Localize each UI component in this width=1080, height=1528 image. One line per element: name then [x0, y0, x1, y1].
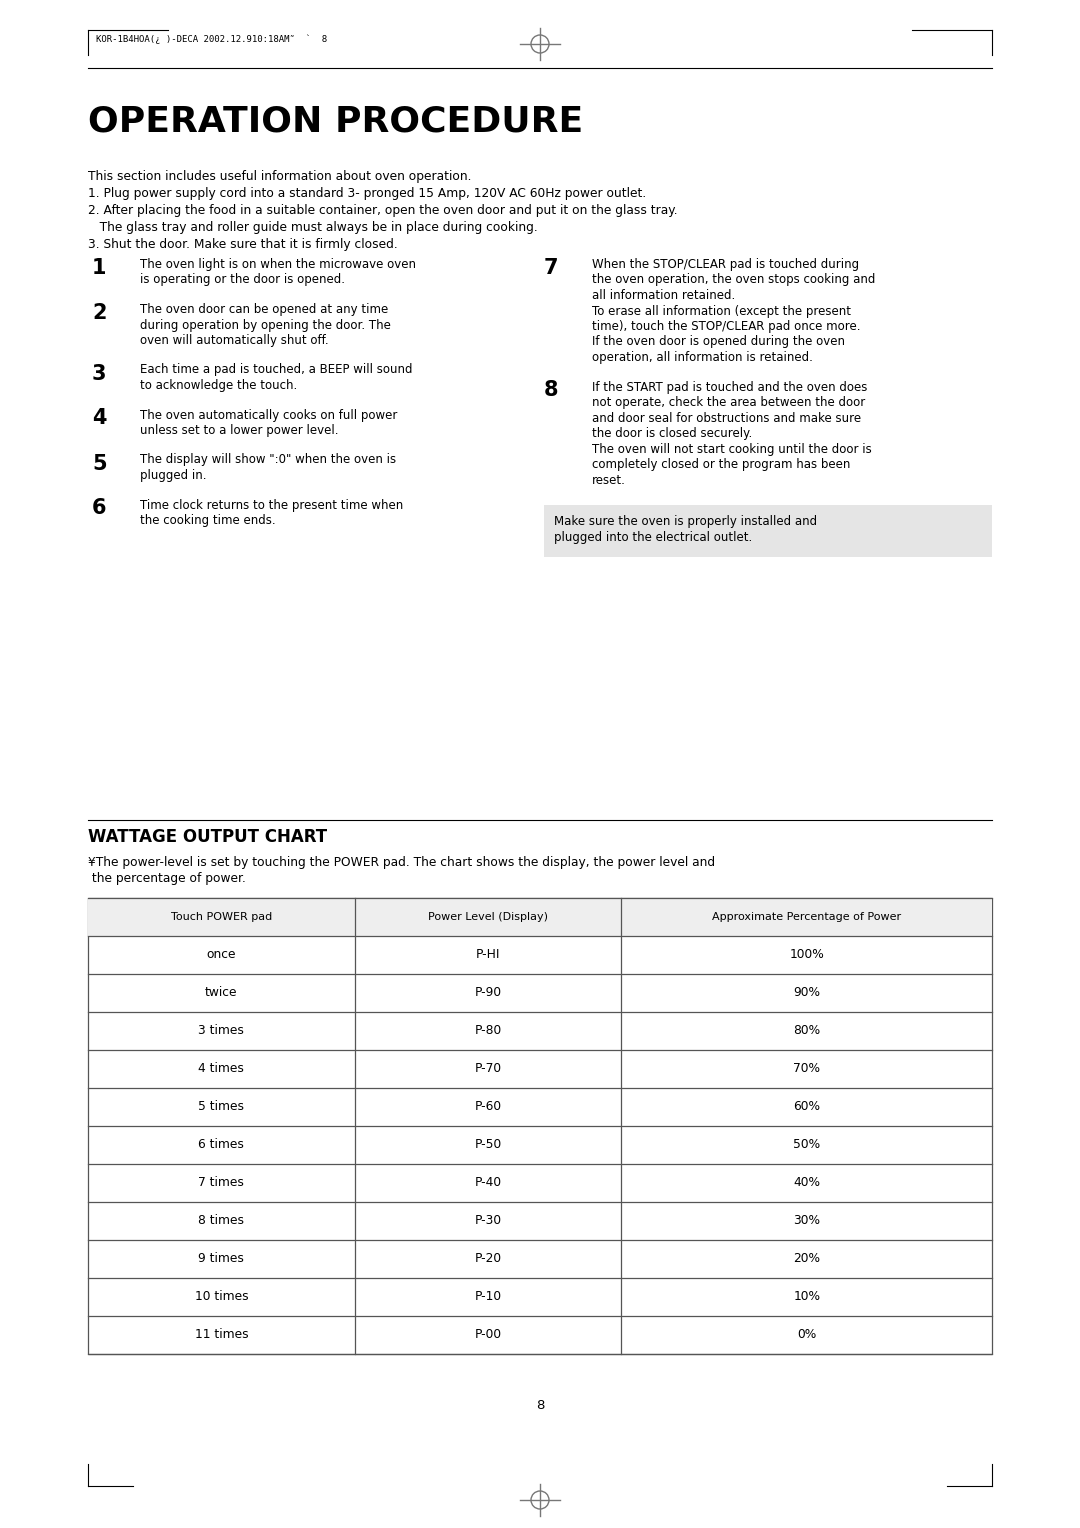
Text: not operate, check the area between the door: not operate, check the area between the … [592, 396, 865, 410]
Text: during operation by opening the door. The: during operation by opening the door. Th… [140, 318, 391, 332]
Text: The display will show ":0" when the oven is: The display will show ":0" when the oven… [140, 454, 396, 466]
Text: to acknowledge the touch.: to acknowledge the touch. [140, 379, 297, 393]
Text: P-60: P-60 [474, 1100, 501, 1114]
Text: reset.: reset. [592, 474, 626, 486]
Text: P-40: P-40 [474, 1177, 501, 1189]
Text: time), touch the STOP/CLEAR pad once more.: time), touch the STOP/CLEAR pad once mor… [592, 319, 861, 333]
Text: 30%: 30% [793, 1215, 820, 1227]
Text: 3 times: 3 times [199, 1024, 244, 1038]
Text: 40%: 40% [793, 1177, 820, 1189]
Text: OPERATION PROCEDURE: OPERATION PROCEDURE [87, 105, 583, 139]
Text: twice: twice [205, 987, 238, 999]
Text: P-HI: P-HI [476, 949, 500, 961]
Text: 10%: 10% [793, 1291, 820, 1303]
Text: 9 times: 9 times [199, 1253, 244, 1265]
Text: 50%: 50% [793, 1138, 820, 1152]
Text: plugged in.: plugged in. [140, 469, 206, 481]
Text: 11 times: 11 times [194, 1328, 248, 1342]
Text: 8: 8 [544, 380, 558, 400]
Text: To erase all information (except the present: To erase all information (except the pre… [592, 304, 851, 318]
Text: 1: 1 [92, 258, 107, 278]
Text: The oven automatically cooks on full power: The oven automatically cooks on full pow… [140, 408, 397, 422]
Text: operation, all information is retained.: operation, all information is retained. [592, 351, 813, 364]
Text: 3. Shut the door. Make sure that it is firmly closed.: 3. Shut the door. Make sure that it is f… [87, 238, 397, 251]
Text: The oven door can be opened at any time: The oven door can be opened at any time [140, 303, 388, 316]
Bar [544, 504, 993, 558]
Text: 0%: 0% [797, 1328, 816, 1342]
Text: If the oven door is opened during the oven: If the oven door is opened during the ov… [592, 336, 845, 348]
Text: all information retained.: all information retained. [592, 289, 735, 303]
Text: unless set to a lower power level.: unless set to a lower power level. [140, 423, 338, 437]
Text: 6 times: 6 times [199, 1138, 244, 1152]
Text: P-30: P-30 [474, 1215, 501, 1227]
Text: and door seal for obstructions and make sure: and door seal for obstructions and make … [592, 411, 861, 425]
Text: 60%: 60% [793, 1100, 820, 1114]
Text: 70%: 70% [793, 1062, 820, 1076]
Text: the cooking time ends.: the cooking time ends. [140, 513, 275, 527]
Text: Power Level (Display): Power Level (Display) [428, 912, 548, 921]
Text: 90%: 90% [793, 987, 820, 999]
Text: completely closed or the program has been: completely closed or the program has bee… [592, 458, 850, 471]
Text: KOR-1B4HOA(¿ )-DECA 2002.12.910:18AM˜  `  8: KOR-1B4HOA(¿ )-DECA 2002.12.910:18AM˜ ` … [96, 34, 327, 43]
Text: Touch POWER pad: Touch POWER pad [171, 912, 272, 921]
Text: 3: 3 [92, 364, 107, 384]
Text: When the STOP/CLEAR pad is touched during: When the STOP/CLEAR pad is touched durin… [592, 258, 859, 270]
Text: 20%: 20% [793, 1253, 820, 1265]
Text: the oven operation, the oven stops cooking and: the oven operation, the oven stops cooki… [592, 274, 876, 287]
Text: the door is closed securely.: the door is closed securely. [592, 426, 753, 440]
Text: 6: 6 [92, 498, 107, 518]
Text: Approximate Percentage of Power: Approximate Percentage of Power [712, 912, 901, 921]
Bar [87, 898, 993, 937]
Text: P-20: P-20 [474, 1253, 501, 1265]
Text: 8: 8 [536, 1400, 544, 1412]
Text: 8 times: 8 times [199, 1215, 244, 1227]
Text: 4: 4 [92, 408, 107, 428]
Text: The oven will not start cooking until the door is: The oven will not start cooking until th… [592, 443, 872, 455]
Bar [87, 898, 993, 1354]
Text: P-10: P-10 [474, 1291, 501, 1303]
Text: The glass tray and roller guide must always be in place during cooking.: The glass tray and roller guide must alw… [87, 222, 538, 234]
Text: 2. After placing the food in a suitable container, open the oven door and put it: 2. After placing the food in a suitable … [87, 205, 677, 217]
Text: 1. Plug power supply cord into a standard 3- pronged 15 Amp, 120V AC 60Hz power : 1. Plug power supply cord into a standar… [87, 186, 646, 200]
Text: 2: 2 [92, 303, 107, 322]
Text: ¥The power-level is set by touching the POWER pad. The chart shows the display, : ¥The power-level is set by touching the … [87, 856, 715, 869]
Text: 7 times: 7 times [199, 1177, 244, 1189]
Text: 5 times: 5 times [199, 1100, 244, 1114]
Text: oven will automatically shut off.: oven will automatically shut off. [140, 335, 328, 347]
Text: once: once [206, 949, 237, 961]
Text: Time clock returns to the present time when: Time clock returns to the present time w… [140, 498, 403, 512]
Text: 7: 7 [544, 258, 558, 278]
Text: Each time a pad is touched, a BEEP will sound: Each time a pad is touched, a BEEP will … [140, 364, 413, 376]
Text: The oven light is on when the microwave oven: The oven light is on when the microwave … [140, 258, 416, 270]
Text: the percentage of power.: the percentage of power. [87, 872, 246, 885]
Text: 10 times: 10 times [194, 1291, 248, 1303]
Text: This section includes useful information about oven operation.: This section includes useful information… [87, 170, 472, 183]
Text: If the START pad is touched and the oven does: If the START pad is touched and the oven… [592, 380, 867, 394]
Text: P-70: P-70 [474, 1062, 501, 1076]
Text: is operating or the door is opened.: is operating or the door is opened. [140, 274, 345, 287]
Text: P-90: P-90 [474, 987, 501, 999]
Text: Make sure the oven is properly installed and: Make sure the oven is properly installed… [554, 515, 818, 529]
Text: 4 times: 4 times [199, 1062, 244, 1076]
Text: 100%: 100% [789, 949, 824, 961]
Text: 5: 5 [92, 454, 107, 474]
Text: P-00: P-00 [474, 1328, 501, 1342]
Text: plugged into the electrical outlet.: plugged into the electrical outlet. [554, 530, 753, 544]
Text: WATTAGE OUTPUT CHART: WATTAGE OUTPUT CHART [87, 828, 327, 847]
Text: 80%: 80% [793, 1024, 820, 1038]
Text: P-50: P-50 [474, 1138, 501, 1152]
Text: P-80: P-80 [474, 1024, 501, 1038]
